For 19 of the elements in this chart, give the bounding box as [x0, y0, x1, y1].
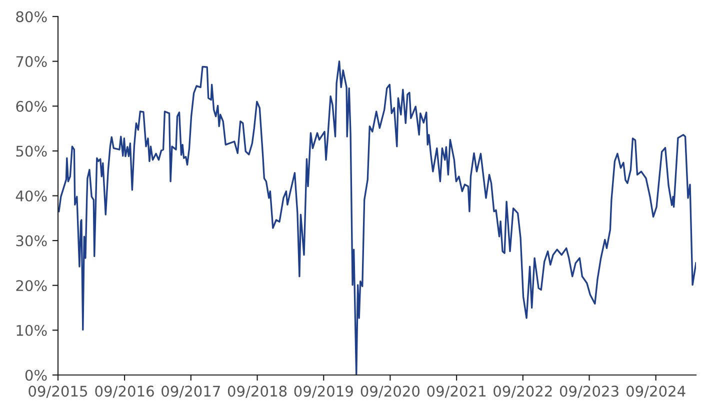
y-tick-label: 30%	[16, 235, 47, 246]
x-tick-label: 09/2020	[360, 386, 420, 398]
x-tick-label: 09/2021	[427, 386, 486, 398]
x-tick-label: 09/2018	[228, 386, 287, 398]
x-tick-label: 09/2016	[95, 386, 154, 398]
x-tick-label: 09/2022	[494, 386, 552, 398]
y-tick-label: 80%	[16, 11, 47, 22]
y-tick-label: 60%	[16, 100, 47, 112]
x-tick-label: 09/2015	[28, 386, 88, 398]
y-tick-label: 40%	[16, 190, 47, 202]
y-tick-label: 0%	[25, 370, 47, 381]
x-tick-label: 09/2017	[162, 386, 220, 398]
y-tick-label: 50%	[16, 146, 47, 157]
x-tick-label: 09/2019	[294, 386, 353, 398]
y-tick-label: 70%	[16, 56, 47, 68]
y-tick-label: 20%	[16, 280, 47, 292]
x-tick-label: 09/2023	[560, 386, 618, 398]
y-tick-label: 10%	[16, 324, 47, 336]
x-tick-label: 09/2024	[626, 386, 686, 398]
